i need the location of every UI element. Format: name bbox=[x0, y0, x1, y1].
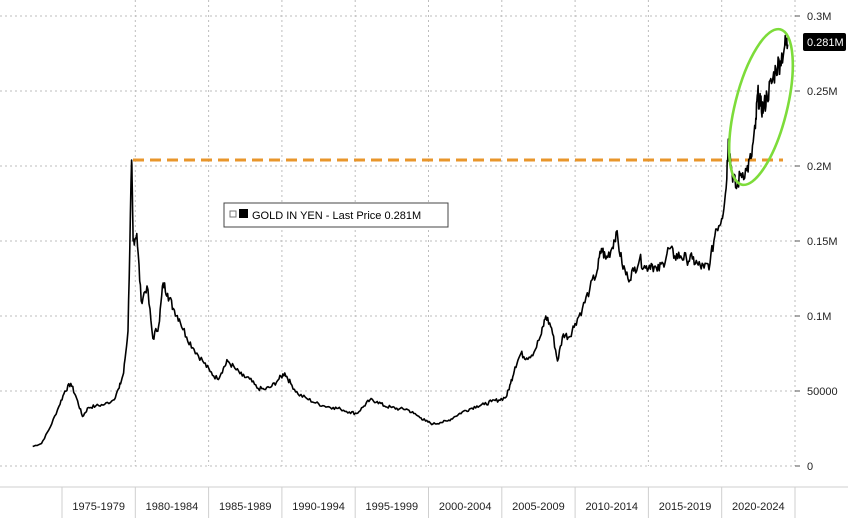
x-tick-label: 2015-2019 bbox=[659, 501, 712, 513]
last-price-badge-bg bbox=[803, 33, 846, 51]
last-price-badge: 0.281M bbox=[803, 33, 846, 51]
y-tick-label: 0.3M bbox=[807, 11, 831, 23]
y-tick-label: 0.15M bbox=[807, 236, 838, 248]
y-tick-label: 0.2M bbox=[807, 161, 831, 173]
legend-label: GOLD IN YEN - Last Price 0.281M bbox=[252, 210, 421, 222]
y-tick-label: 0 bbox=[807, 461, 813, 473]
y-tick-label: 0.1M bbox=[807, 311, 831, 323]
highlight-layer bbox=[727, 27, 795, 187]
legend-box bbox=[223, 202, 449, 228]
grid-layer bbox=[0, 0, 796, 467]
legend: GOLD IN YEN - Last Price 0.281M bbox=[223, 202, 449, 228]
x-tick-label: 1985-1989 bbox=[219, 501, 272, 513]
axis-layer: 0 50000 0.1M 0.15M 0.2M 0.25M 0.3M 1975-1979 198… bbox=[0, 11, 848, 518]
series-line-gold-in-yen bbox=[32, 34, 789, 448]
x-tick-label: 2000-2004 bbox=[439, 501, 492, 513]
y-tick-label: 50000 bbox=[807, 386, 838, 398]
y-tick-label: 0.25M bbox=[807, 86, 838, 98]
last-price-badge-label: 0.281M bbox=[807, 37, 844, 49]
x-tick-label: 2020-2024 bbox=[732, 501, 785, 513]
x-tick-label: 2005-2009 bbox=[512, 501, 565, 513]
x-tick-label: 1980-1984 bbox=[146, 501, 199, 513]
x-tick-label: 1975-1979 bbox=[72, 501, 125, 513]
legend-marker-outline bbox=[229, 210, 237, 218]
x-tick-label: 1990-1994 bbox=[292, 501, 345, 513]
x-tick-label: 1995-1999 bbox=[366, 501, 419, 513]
highlight-ellipse bbox=[727, 27, 795, 187]
x-tick-label: 2010-2014 bbox=[585, 501, 638, 513]
legend-marker bbox=[239, 209, 248, 218]
series-layer bbox=[32, 34, 789, 448]
